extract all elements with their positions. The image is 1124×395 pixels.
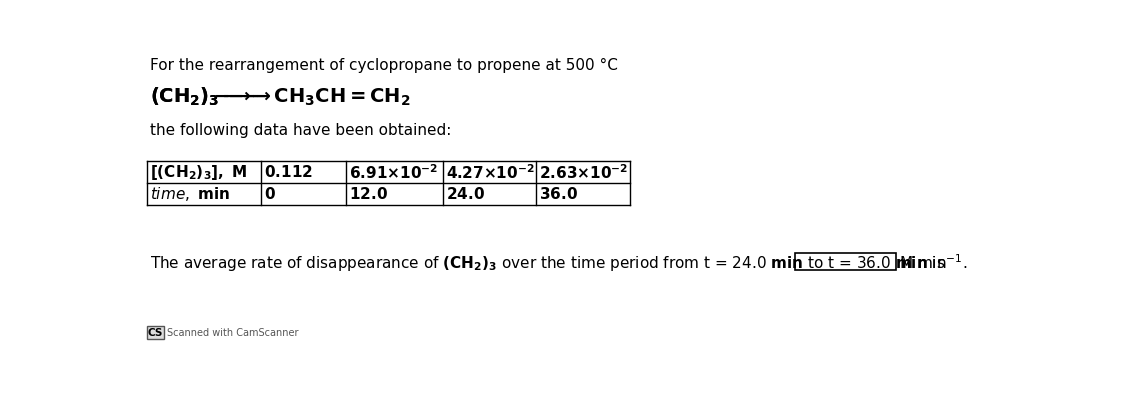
Text: $\mathbf{36.0}$: $\mathbf{36.0}$	[538, 186, 578, 202]
Text: $\mathbf{0.112}$: $\mathbf{0.112}$	[264, 164, 312, 181]
Bar	[796, 253, 896, 270]
Text: Scanned with CamScanner: Scanned with CamScanner	[166, 328, 298, 338]
Text: CS: CS	[147, 328, 163, 338]
Text: the following data have been obtained:: the following data have been obtained:	[149, 123, 451, 138]
Text: $\mathbf{(CH_2)_3}$$\mathbf{{\longrightarrow\!\!\!\!\!-\!\!\!\!\!-}}$: $\mathbf{(CH_2)_3}$$\mathbf{{\longrighta…	[149, 86, 266, 108]
Bar	[147, 326, 164, 339]
Text: $\mathbf{24.0}$: $\mathbf{24.0}$	[446, 186, 484, 202]
Text: $\mathbf{[(CH_2)_3],\ M}$: $\mathbf{[(CH_2)_3],\ M}$	[149, 163, 247, 182]
Text: $\mathit{time},\ \mathbf{min}$: $\mathit{time},\ \mathbf{min}$	[149, 185, 229, 203]
Text: $\mathbf{4.27{\times}10^{-2}}$: $\mathbf{4.27{\times}10^{-2}}$	[446, 163, 534, 182]
Text: $\mathbf{12.0}$: $\mathbf{12.0}$	[348, 186, 388, 202]
Text: For the rearrangement of cyclopropane to propene at 500 °C: For the rearrangement of cyclopropane to…	[149, 58, 618, 73]
Text: $\mathbf{6.91{\times}10^{-2}}$: $\mathbf{6.91{\times}10^{-2}}$	[348, 163, 438, 182]
Text: The average rate of disappearance of $\mathbf{(CH_2)_3}$ over the time period fr: The average rate of disappearance of $\m…	[149, 254, 945, 273]
Text: $\mathbf{0}$: $\mathbf{0}$	[264, 186, 275, 202]
Text: $\mathbf{(CH_2)_3\!\!\!-\!\!\!-\!\!\!\longrightarrow CH_3CH{=}CH_2}$: $\mathbf{(CH_2)_3\!\!\!-\!\!\!-\!\!\!\lo…	[149, 86, 410, 108]
Text: $\mathbf{2.63{\times}10^{-2}}$: $\mathbf{2.63{\times}10^{-2}}$	[538, 163, 628, 182]
Text: M min$^{-1}$.: M min$^{-1}$.	[899, 254, 968, 273]
